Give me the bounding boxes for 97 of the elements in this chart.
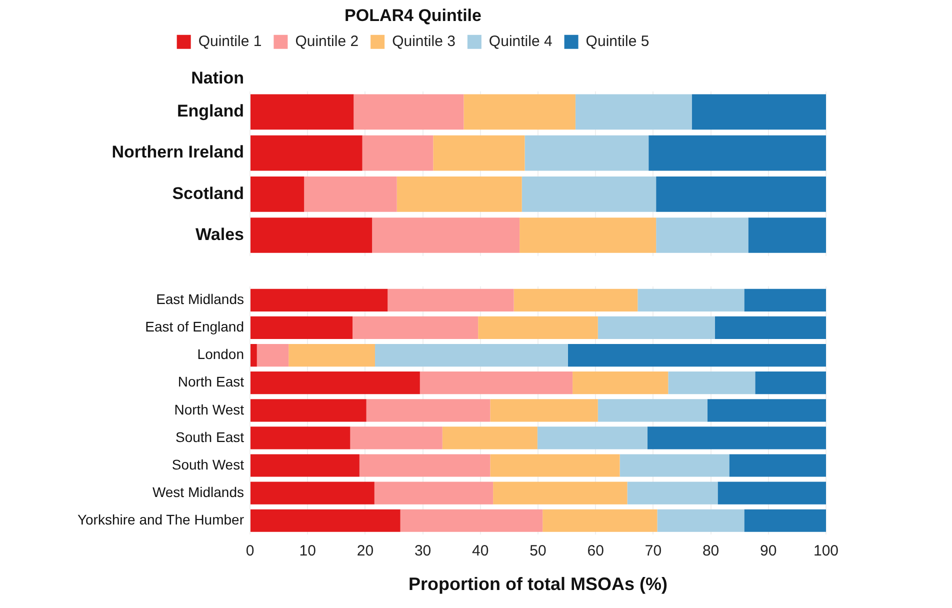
bar [668, 372, 756, 394]
y-tick-label: North West [174, 401, 244, 418]
x-tick-label: 90 [760, 542, 777, 560]
y-axis-title: Nation [191, 68, 244, 88]
bar [572, 372, 668, 394]
y-tick-label: North East [178, 374, 244, 390]
legend-label: Quintile 2 [295, 33, 359, 50]
x-tick-label: 60 [587, 542, 604, 560]
bar [568, 344, 826, 367]
bar [464, 94, 576, 130]
bar [250, 176, 304, 212]
bar [250, 218, 372, 253]
bar [620, 454, 730, 477]
bar [359, 454, 490, 477]
y-tick-label: Wales [195, 224, 244, 244]
y-tick-label: Yorkshire and The Humber [77, 511, 244, 528]
bar [288, 344, 375, 367]
bar [374, 482, 494, 504]
x-tick-label: 20 [356, 542, 374, 560]
bar [490, 399, 598, 422]
bar [718, 482, 826, 504]
y-tick-label: Northern Ireland [112, 142, 244, 162]
x-tick-label: 50 [530, 542, 546, 560]
bar [656, 218, 748, 253]
bar [755, 372, 826, 394]
bar [352, 316, 478, 340]
bar [707, 399, 826, 422]
bar [729, 454, 826, 477]
y-tick-label: London [197, 346, 244, 362]
bar [250, 316, 353, 340]
bar [598, 399, 708, 422]
bar [354, 94, 464, 130]
bar [250, 135, 362, 171]
bar [256, 344, 289, 367]
bar [744, 509, 826, 532]
bar [250, 288, 388, 312]
bar [490, 454, 620, 477]
y-tick-label: South East [176, 428, 244, 445]
bar [250, 509, 400, 532]
legend-title: POLAR4 Quintile [344, 6, 482, 26]
bar [420, 372, 573, 394]
bar [433, 135, 525, 171]
bar [575, 94, 692, 130]
bar [648, 135, 826, 171]
bar [692, 94, 826, 130]
bar [638, 288, 744, 312]
bar [627, 482, 718, 504]
bar [396, 176, 522, 212]
bar [372, 218, 520, 253]
x-tick-label: 30 [414, 542, 432, 560]
legend-label: Quintile 5 [586, 33, 650, 50]
x-axis-title: Proportion of total MSOAs (%) [408, 574, 668, 594]
bar [520, 218, 656, 253]
x-tick-label: 10 [299, 542, 316, 560]
bar [744, 288, 826, 312]
bar [598, 316, 715, 340]
bar [478, 316, 598, 340]
bar [362, 135, 434, 171]
y-tick-label: South West [172, 456, 244, 472]
bar [366, 399, 490, 422]
x-tick-label: 80 [702, 542, 720, 560]
y-tick-label: West Midlands [152, 484, 244, 500]
bar [250, 454, 360, 477]
bar [537, 426, 648, 450]
bar [250, 372, 420, 394]
bar [542, 509, 658, 532]
y-tick-label: East of England [145, 318, 244, 335]
y-tick-label: East Midlands [156, 291, 244, 308]
y-tick-label: England [176, 102, 244, 121]
y-tick-label: Scotland [172, 184, 244, 203]
bar [657, 509, 744, 532]
x-tick-label: 70 [644, 542, 662, 560]
legend-label: Quintile 3 [392, 33, 456, 50]
bar [493, 482, 628, 504]
bar [250, 94, 354, 130]
bar [250, 399, 366, 422]
bar [656, 176, 826, 212]
bar [304, 176, 397, 212]
x-tick-label: 40 [472, 542, 489, 560]
legend-label: Quintile 1 [198, 33, 262, 50]
bar [250, 482, 374, 504]
bar [714, 316, 826, 340]
bar [388, 288, 514, 312]
x-tick-label: 0 [246, 542, 254, 560]
bar [442, 426, 538, 450]
bar [647, 426, 826, 450]
bar [522, 176, 656, 212]
bar [748, 218, 826, 253]
bar [514, 288, 638, 312]
legend-label: Quintile 4 [488, 33, 552, 50]
bar [524, 135, 649, 171]
bar [250, 344, 257, 367]
x-tick-label: 100 [813, 542, 839, 560]
bar [374, 344, 568, 367]
bar [350, 426, 442, 450]
bar [250, 426, 350, 450]
bar [400, 509, 543, 532]
